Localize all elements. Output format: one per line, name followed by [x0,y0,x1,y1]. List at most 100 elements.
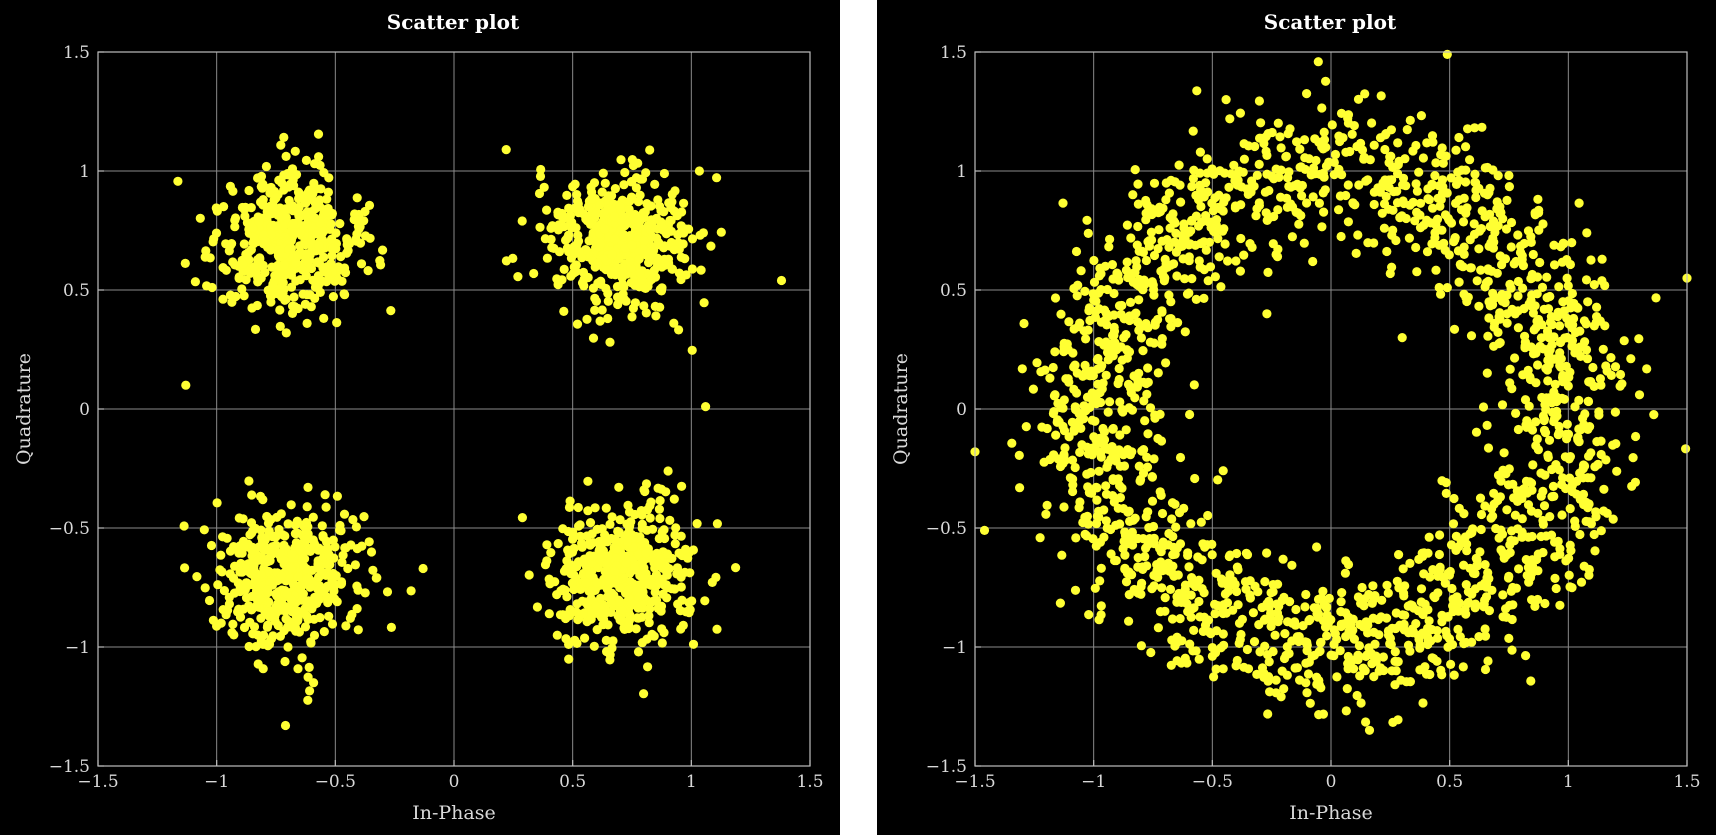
scatter-point [1203,615,1214,625]
scatter-point [1108,424,1118,434]
scatter-point [687,596,697,606]
scatter-point [616,292,626,302]
scatter-point [301,210,311,220]
scatter-point [1113,378,1123,389]
scatter-point [644,611,654,621]
scatter-point [1459,560,1469,570]
scatter-point [1486,513,1496,523]
scatter-point [595,543,605,553]
scatter-point [546,548,556,558]
scatter-point [1502,505,1512,515]
scatter-point [1103,355,1113,365]
scatter-point [601,503,611,513]
scatter-point [1567,288,1577,299]
scatter-point [1095,576,1105,586]
scatter-point [281,614,291,624]
scatter-point [1410,216,1420,226]
scatter-point [313,271,323,281]
scatter-point [1575,326,1585,336]
scatter-point [1189,380,1199,390]
scatter-point [1511,408,1521,418]
scatter-point [1563,281,1573,291]
scatter-point [1080,360,1090,370]
scatter-point [1376,91,1386,101]
scatter-point [300,622,311,632]
scatter-point [580,633,590,643]
scatter-point [501,256,511,266]
scatter-point [1440,245,1450,255]
scatter-point [706,241,716,251]
scatter-point [1504,633,1514,644]
scatter-point [1245,593,1255,603]
scatter-point [386,306,396,316]
scatter-point [627,176,637,187]
scatter-point [1483,331,1493,341]
scatter-point [1216,282,1226,292]
scatter-point [1584,564,1594,575]
scatter-point [600,224,610,234]
scatter-point [1228,576,1238,586]
scatter-point [716,227,726,237]
scatter-point [308,512,318,522]
scatter-point [569,584,579,595]
scatter-point [565,496,575,506]
scatter-point [614,527,625,538]
scatter-point [200,583,210,593]
scatter-point [1336,607,1346,617]
scatter-point [1567,238,1577,248]
scatter-point [1152,565,1162,576]
scatter-point [1416,111,1426,121]
scatter-point [1301,678,1311,688]
scatter-point [1634,390,1645,400]
scatter-point [1051,430,1061,440]
scatter-point [1466,331,1477,341]
scatter-point [244,185,254,196]
scatter-point [1304,154,1314,164]
scatter-point [1502,195,1512,205]
scatter-point [351,234,361,244]
scatter-point [1233,565,1243,575]
scatter-point [298,553,308,563]
scatter-point [1334,168,1344,178]
scatter-point [1537,282,1548,292]
scatter-point [313,129,324,139]
scatter-point [1550,573,1560,584]
scatter-point [1555,600,1565,610]
scatter-point [1086,467,1096,478]
scatter-point [1124,616,1134,626]
scatter-point [1567,583,1577,593]
scatter-point [1420,662,1430,672]
scatter-point [1567,335,1578,346]
scatter-point [312,229,322,239]
scatter-point [1555,321,1565,331]
scatter-point [1556,354,1566,364]
scatter-point [1411,179,1421,189]
scatter-point [1319,207,1329,217]
scatter-point [1040,365,1050,375]
scatter-point [568,182,578,192]
scatter-point [1115,430,1125,440]
scatter-point [619,180,629,190]
scatter-point [1523,365,1533,375]
scatter-point [1483,656,1493,666]
scatter-point [1015,483,1025,493]
scatter-point [712,624,722,634]
scatter-point [1091,306,1101,316]
scatter-point [1520,337,1530,347]
scatter-point [1248,608,1258,618]
scatter-point [610,234,620,244]
scatter-point [1405,115,1415,125]
scatter-point [235,612,246,622]
scatter-point [673,566,684,576]
scatter-point [1458,217,1469,227]
scatter-point [1168,550,1178,560]
scatter-point [559,566,570,576]
scatter-point [542,540,552,550]
scatter-point [1470,123,1480,133]
scatter-point [1558,238,1568,248]
scatter-point [517,216,527,226]
scatter-point [553,207,563,217]
scatter-point [1500,298,1510,308]
scatter-point [1360,89,1370,99]
scatter-point [1174,507,1185,518]
